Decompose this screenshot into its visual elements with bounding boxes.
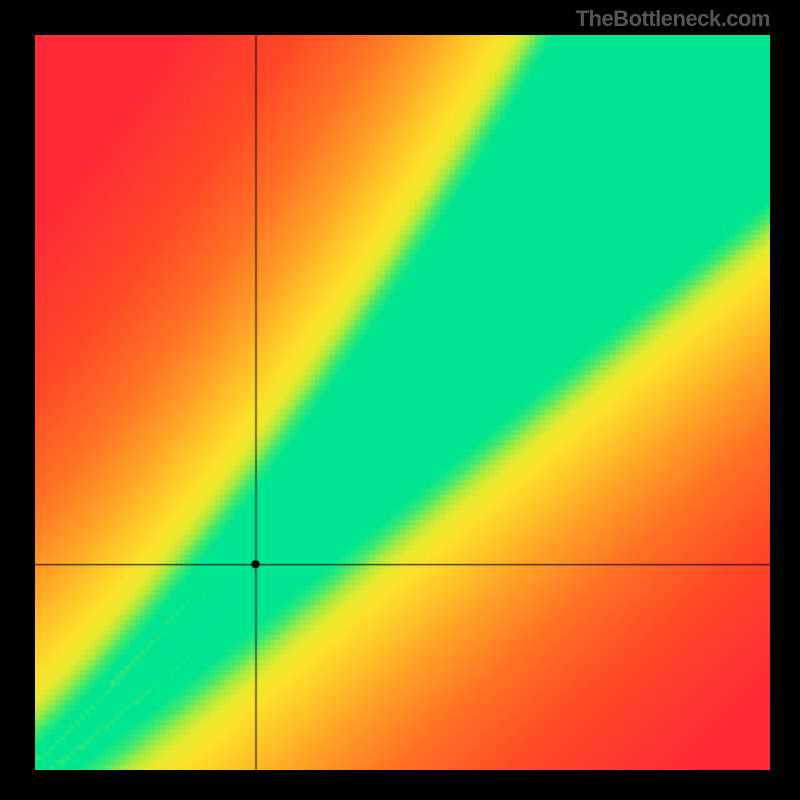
chart-container: TheBottleneck.com <box>0 0 800 800</box>
bottleneck-heatmap <box>35 35 770 770</box>
watermark-text: TheBottleneck.com <box>576 6 770 32</box>
